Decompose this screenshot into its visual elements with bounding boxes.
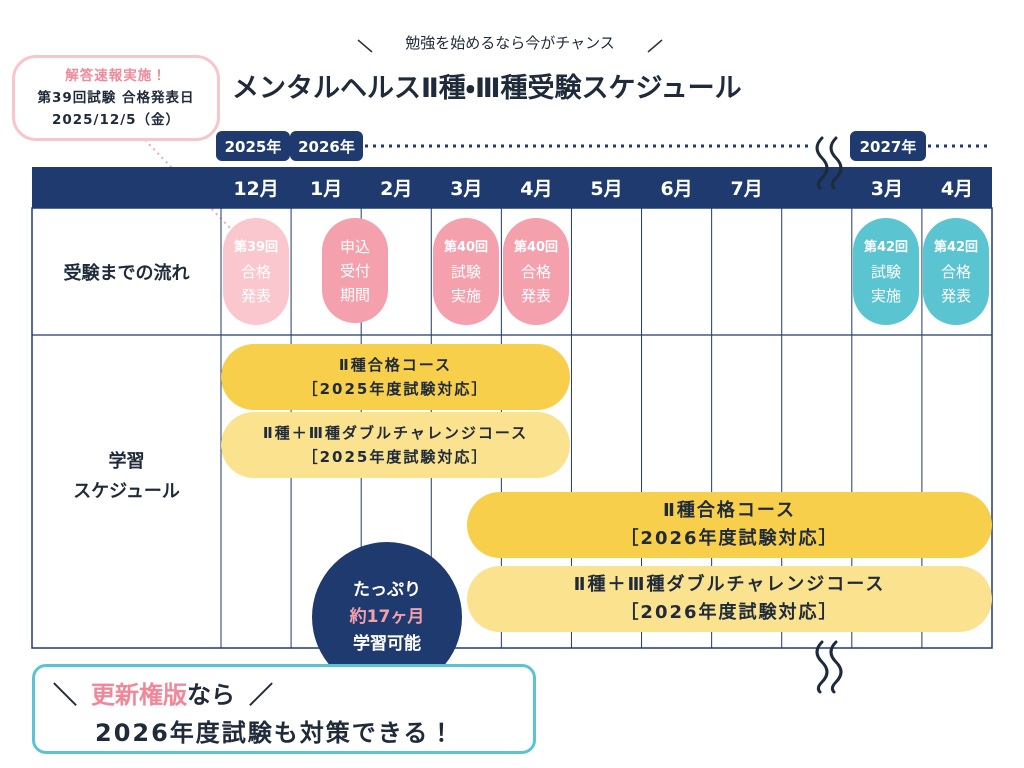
row-label-line: スケジュール bbox=[73, 480, 180, 502]
event-line: 第40回 bbox=[513, 239, 559, 255]
event-pill: 第42回試験実施 bbox=[853, 218, 919, 325]
course-bar: Ⅱ種＋Ⅲ種ダブルチャレンジコース ［2025年度試験対応］ bbox=[221, 412, 570, 478]
squiggle bbox=[815, 136, 843, 694]
event-line: 発表 bbox=[520, 286, 551, 305]
course-line: ［2025年度試験対応］ bbox=[302, 448, 489, 466]
course-line: ［2026年度試験対応］ bbox=[620, 528, 839, 549]
banner-highlight: 更新権版 bbox=[91, 681, 187, 709]
banner: ＼ 更新権版なら ／ 2026年度試験も対策できる！ bbox=[32, 664, 536, 754]
course-line: Ⅱ種合格コース bbox=[338, 356, 453, 374]
month-header: 2月 bbox=[380, 178, 413, 200]
event-line: 試験 bbox=[450, 262, 481, 281]
event-line: 第39回 bbox=[233, 239, 279, 255]
event-line: 第42回 bbox=[863, 239, 909, 255]
event-line: 第42回 bbox=[933, 239, 979, 255]
event-pill: 申込 受付 期間 bbox=[322, 218, 388, 323]
row-label-line: 学習 bbox=[108, 450, 145, 472]
course-bar: Ⅱ種合格コース ［2026年度試験対応］ bbox=[467, 492, 992, 558]
event-line: 申込 bbox=[339, 237, 370, 256]
event-line: 実施 bbox=[450, 286, 481, 305]
callout-line: 2025/12/5（金） bbox=[51, 112, 181, 128]
course-line: Ⅱ種＋Ⅲ種ダブルチャレンジコース bbox=[573, 574, 886, 595]
event-line: 発表 bbox=[240, 286, 271, 305]
course-line: ［2026年度試験対応］ bbox=[620, 602, 839, 623]
year-tag: 2025年 bbox=[216, 131, 290, 161]
subtitle: 勉強を始めるなら今がチャンス bbox=[405, 34, 615, 52]
event-line: 受付 bbox=[339, 261, 370, 280]
event-line: 試験 bbox=[870, 262, 901, 281]
month-header: 3月 bbox=[870, 178, 903, 200]
event-line: 第40回 bbox=[443, 239, 489, 255]
event-pill: 第39回合格発表 bbox=[223, 218, 289, 325]
year-tag: 2027年 bbox=[850, 131, 926, 161]
badge-line: たっぷり bbox=[353, 579, 421, 600]
banner-text: なら bbox=[187, 681, 235, 709]
row-label: 受験までの流れ bbox=[63, 262, 190, 284]
callout-line: 解答速報実施！ bbox=[65, 68, 167, 84]
banner-line: ＼ 更新権版なら ／ bbox=[53, 675, 273, 710]
banner-mark: ＼ bbox=[53, 681, 77, 709]
month-header: 6月 bbox=[660, 178, 693, 200]
event-line: 実施 bbox=[870, 286, 901, 305]
slash bbox=[357, 39, 373, 53]
course-bar: Ⅱ種合格コース ［2025年度試験対応］ bbox=[221, 344, 570, 410]
event-line: 合格 bbox=[240, 262, 271, 281]
event-pill: 第42回合格発表 bbox=[923, 218, 989, 325]
month-header: 4月 bbox=[940, 178, 974, 200]
month-header: 12月 bbox=[233, 178, 279, 200]
row-label: 学習 スケジュール bbox=[32, 335, 221, 618]
callout: 解答速報実施！ 第39回試験 合格発表日 2025/12/5（金） bbox=[12, 55, 220, 141]
event-line: 合格 bbox=[520, 262, 551, 281]
course-line: ［2025年度試験対応］ bbox=[302, 380, 489, 398]
year-tag: 2026年 bbox=[290, 131, 363, 161]
banner-line: 2026年度試験も対策できる！ bbox=[95, 719, 456, 747]
banner-mark: ／ bbox=[249, 681, 273, 709]
course-line: Ⅱ種合格コース bbox=[663, 500, 796, 521]
event-pill: 第40回合格発表 bbox=[503, 218, 569, 325]
badge-line: 学習可能 bbox=[353, 633, 421, 654]
title: メンタルヘルスⅡ種・Ⅲ種受験スケジュール bbox=[232, 73, 742, 104]
event-pill: 第40回試験実施 bbox=[433, 218, 499, 325]
month-header: 7月 bbox=[730, 178, 763, 200]
callout-line: 第39回試験 合格発表日 bbox=[37, 90, 195, 106]
badge-line: 約17ヶ月 bbox=[349, 606, 425, 627]
course-bar: Ⅱ種＋Ⅲ種ダブルチャレンジコース ［2026年度試験対応］ bbox=[467, 566, 992, 632]
event-line: 発表 bbox=[940, 286, 971, 305]
month-header: 1月 bbox=[310, 178, 343, 200]
event-line: 合格 bbox=[940, 262, 971, 281]
slash bbox=[647, 39, 663, 53]
month-header: 3月 bbox=[450, 178, 483, 200]
month-header: 5月 bbox=[590, 178, 623, 200]
event-line: 期間 bbox=[339, 285, 370, 304]
table-frame bbox=[31, 207, 993, 649]
course-line: Ⅱ種＋Ⅲ種ダブルチャレンジコース bbox=[262, 424, 529, 442]
month-header: 4月 bbox=[520, 178, 553, 200]
